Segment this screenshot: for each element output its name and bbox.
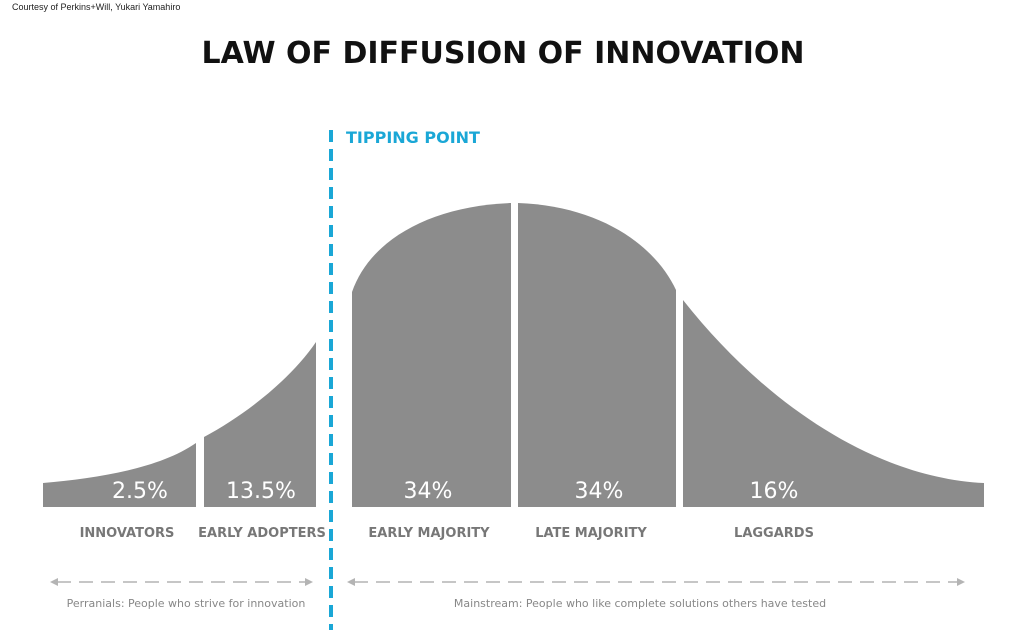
mainstream-arrow (347, 578, 965, 586)
segment-early-adopters-area (204, 342, 316, 507)
mainstream-caption: Mainstream: People who like complete sol… (454, 597, 826, 610)
percent-innovators: 2.5% (112, 479, 168, 504)
label-early-majority: EARLY MAJORITY (368, 526, 490, 541)
segment-laggards-area (683, 300, 984, 507)
segment-innovators-area (43, 443, 196, 507)
label-innovators: INNOVATORS (80, 526, 175, 541)
bell-curve (43, 203, 984, 507)
segment-late-majority-area (518, 203, 676, 507)
image-credit: Courtesy of Perkins+Will, Yukari Yamahir… (12, 2, 180, 12)
tipping-point-label: TIPPING POINT (346, 128, 480, 147)
label-late-majority: LATE MAJORITY (535, 526, 647, 541)
percent-laggards: 16% (750, 479, 799, 504)
percent-late-majority: 34% (575, 479, 624, 504)
diagram-title: LAW OF DIFFUSION OF INNOVATION (201, 36, 804, 71)
perranials-caption: Perranials: People who strive for innova… (67, 597, 306, 610)
perranials-arrow (50, 578, 313, 586)
label-laggards: LAGGARDS (734, 526, 814, 541)
label-early-adopters: EARLY ADOPTERS (198, 526, 326, 541)
segment-early-majority-area (352, 203, 511, 507)
percent-early-majority: 34% (404, 479, 453, 504)
percent-early-adopters: 13.5% (226, 479, 296, 504)
